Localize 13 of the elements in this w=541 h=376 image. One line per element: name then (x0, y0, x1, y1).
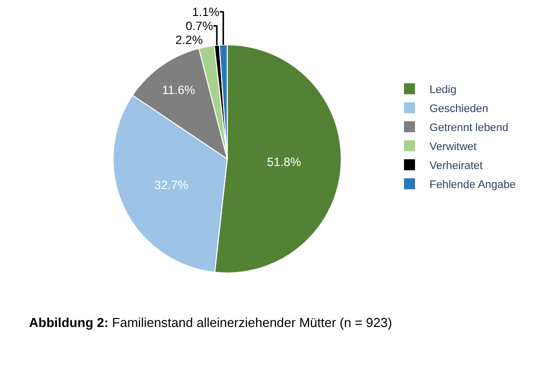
data-label: 51.8% (266, 155, 302, 170)
data-label: 32.7% (154, 178, 189, 192)
text: Abbildung 2: Familienstand alleinerziehender Mütter (n = 923) (29, 315, 392, 330)
legend-label: Fehlende Angabe (430, 179, 516, 192)
legend-label: Geschieden (430, 103, 488, 116)
legend-label: Ledig (430, 84, 456, 96)
legend-label: Verwitwet (430, 141, 477, 154)
legend-label: Getrennt lebend (430, 122, 508, 134)
data-label: 11.6% (162, 83, 196, 98)
data-label: 0.7% (186, 18, 214, 33)
data-label: 2.2% (175, 32, 204, 47)
data-label: 1.1% (192, 4, 220, 19)
legend-label: Verheiratet (430, 160, 483, 172)
